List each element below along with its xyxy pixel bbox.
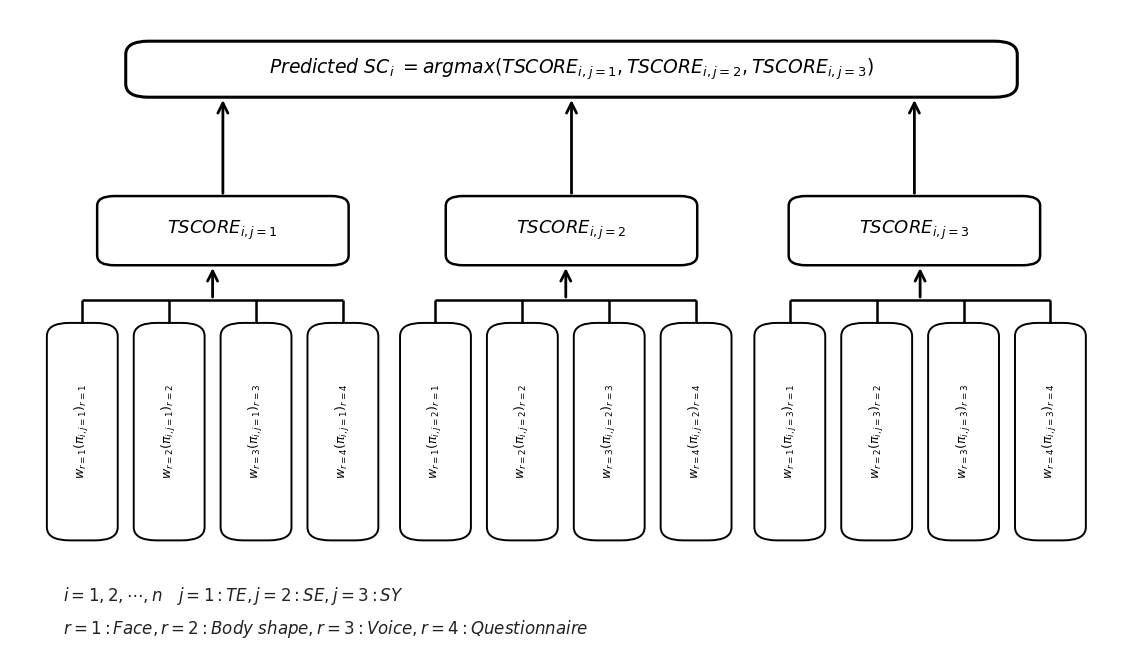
FancyBboxPatch shape <box>307 323 378 540</box>
FancyBboxPatch shape <box>928 323 999 540</box>
FancyBboxPatch shape <box>487 323 558 540</box>
Text: $\mathit{w_{r=1}(\pi_{i,j=1})_{r=1}}$: $\mathit{w_{r=1}(\pi_{i,j=1})_{r=1}}$ <box>73 384 91 479</box>
Text: $\mathit{w_{r=2}(\pi_{i,j=3})_{r=2}}$: $\mathit{w_{r=2}(\pi_{i,j=3})_{r=2}}$ <box>868 384 886 479</box>
FancyBboxPatch shape <box>221 323 291 540</box>
Text: $\mathit{w_{r=1}(\pi_{i,j=3})_{r=1}}$: $\mathit{w_{r=1}(\pi_{i,j=3})_{r=1}}$ <box>781 384 799 479</box>
FancyBboxPatch shape <box>400 323 471 540</box>
Text: $\mathit{w_{r=4}(\pi_{i,j=2})_{r=4}}$: $\mathit{w_{r=4}(\pi_{i,j=2})_{r=4}}$ <box>687 384 705 479</box>
Text: $\mathit{r = 1:Face, r = 2:Body\ shape, r = 3:Voice, r = 4:Questionnaire}$: $\mathit{r = 1:Face, r = 2:Body\ shape, … <box>63 618 589 641</box>
Text: $\mathit{i = 1,2,\cdots,n} \quad \mathit{j = 1:TE, j = 2:SE, j = 3:SY}$: $\mathit{i = 1,2,\cdots,n} \quad \mathit… <box>63 585 403 608</box>
FancyBboxPatch shape <box>1015 323 1086 540</box>
FancyBboxPatch shape <box>661 323 732 540</box>
Text: $\mathit{w_{r=4}(\pi_{i,j=1})_{r=4}}$: $\mathit{w_{r=4}(\pi_{i,j=1})_{r=4}}$ <box>334 384 352 479</box>
FancyBboxPatch shape <box>754 323 825 540</box>
Text: $\mathit{w_{r=3}(\pi_{i,j=2})_{r=3}}$: $\mathit{w_{r=3}(\pi_{i,j=2})_{r=3}}$ <box>600 384 618 479</box>
Text: $\mathit{w_{r=3}(\pi_{i,j=3})_{r=3}}$: $\mathit{w_{r=3}(\pi_{i,j=3})_{r=3}}$ <box>954 384 973 479</box>
Text: $\mathit{TSCORE_{i,j=3}}$: $\mathit{TSCORE_{i,j=3}}$ <box>858 219 970 243</box>
FancyBboxPatch shape <box>446 196 697 265</box>
Text: $\mathit{w_{r=2}(\pi_{i,j=2})_{r=2}}$: $\mathit{w_{r=2}(\pi_{i,j=2})_{r=2}}$ <box>513 384 531 479</box>
Text: $\mathit{w_{r=3}(\pi_{i,j=1})_{r=3}}$: $\mathit{w_{r=3}(\pi_{i,j=1})_{r=3}}$ <box>247 384 265 479</box>
Text: $\mathit{TSCORE_{i,j=1}}$: $\mathit{TSCORE_{i,j=1}}$ <box>168 219 278 243</box>
FancyBboxPatch shape <box>97 196 349 265</box>
FancyBboxPatch shape <box>47 323 118 540</box>
FancyBboxPatch shape <box>574 323 645 540</box>
Text: $\mathit{TSCORE_{i,j=2}}$: $\mathit{TSCORE_{i,j=2}}$ <box>517 219 626 243</box>
Text: $\mathit{w_{r=1}(\pi_{i,j=2})_{r=1}}$: $\mathit{w_{r=1}(\pi_{i,j=2})_{r=1}}$ <box>426 384 445 479</box>
FancyBboxPatch shape <box>134 323 205 540</box>
FancyBboxPatch shape <box>841 323 912 540</box>
Text: $\mathit{w_{r=4}(\pi_{i,j=3})_{r=4}}$: $\mathit{w_{r=4}(\pi_{i,j=3})_{r=4}}$ <box>1041 384 1060 479</box>
Text: $\mathit{w_{r=2}(\pi_{i,j=1})_{r=2}}$: $\mathit{w_{r=2}(\pi_{i,j=1})_{r=2}}$ <box>160 384 178 479</box>
FancyBboxPatch shape <box>126 41 1017 97</box>
Text: $\mathbf{\mathit{Predicted\ SC}}$$_{\mathbf{\mathit{i}}}$$\mathbf{\mathit{\ =arg: $\mathbf{\mathit{Predicted\ SC}}$$_{\mat… <box>269 57 874 82</box>
FancyBboxPatch shape <box>789 196 1040 265</box>
